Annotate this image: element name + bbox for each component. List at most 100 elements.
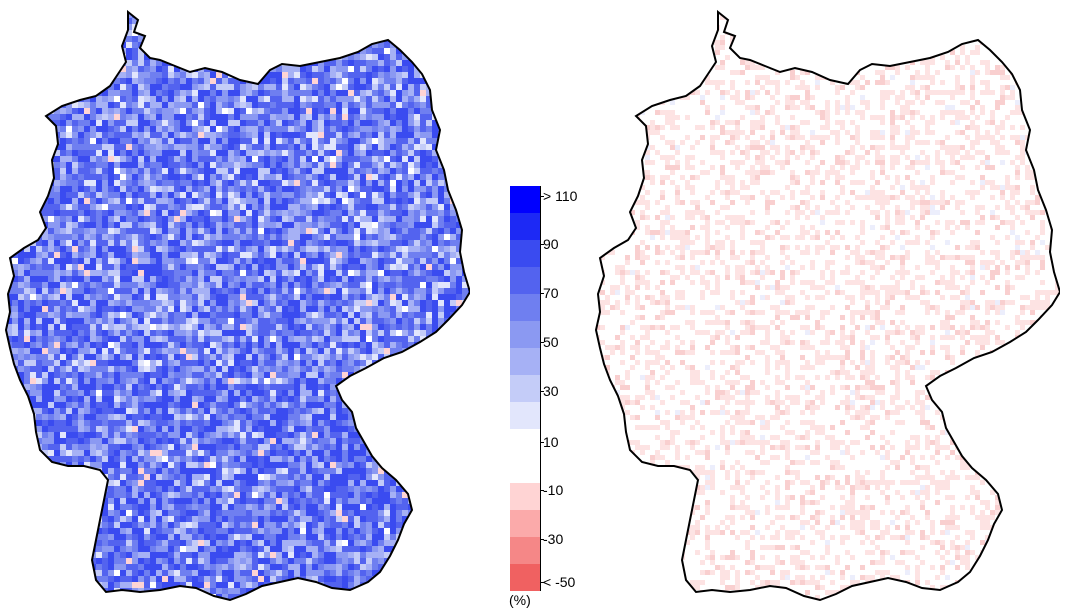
grid-cell [174,282,180,288]
grid-cell [102,300,108,306]
grid-cell [444,54,450,60]
grid-cell [282,36,288,42]
grid-cell [126,150,132,156]
grid-cell [330,204,336,210]
grid-cell [360,180,366,186]
grid-cell [72,228,78,234]
grid-cell [276,204,282,210]
grid-cell [192,270,198,276]
germany-map-left-svg [0,0,470,601]
grid-cell [48,48,54,54]
grid-cell [132,198,138,204]
grid-cell [54,300,60,306]
grid-cell [432,306,438,312]
grid-cell [150,0,156,6]
grid-cell [24,282,30,288]
grid-cell [456,60,462,66]
grid-cell [450,210,456,216]
grid-cell [210,300,216,306]
grid-cell [84,312,90,318]
grid-cell [96,246,102,252]
grid-cell [378,132,384,138]
grid-cell [132,6,138,12]
grid-cell [336,132,342,138]
grid-cell [258,174,264,180]
grid-cell [288,354,294,360]
grid-cell [156,252,162,258]
grid-cell [462,204,468,210]
grid-cell [402,18,408,24]
grid-cell [450,306,456,312]
grid-cell [372,222,378,228]
grid-cell [120,18,126,24]
grid-cell [330,84,336,90]
grid-cell [102,192,108,198]
grid-cell [72,36,78,42]
grid-cell [456,72,462,78]
grid-cell [450,180,456,186]
grid-cell [174,306,180,312]
grid-cell [246,324,252,330]
grid-cell [318,264,324,270]
grid-cell [90,84,96,90]
grid-cell [96,312,102,318]
grid-cell [210,222,216,228]
grid-cell [132,324,138,330]
grid-cell [372,186,378,192]
grid-cell [390,186,396,192]
grid-cell [246,372,252,378]
grid-cell [66,246,72,252]
grid-cell [288,288,294,294]
grid-cell [204,0,210,6]
grid-cell [60,354,66,360]
grid-cell [276,324,282,330]
grid-cell [216,330,222,336]
grid-cell [186,198,192,204]
grid-cell [330,180,336,186]
grid-cell [150,66,156,72]
grid-cell [180,36,186,42]
grid-cell [270,36,276,42]
grid-cell [90,12,96,18]
grid-cell [420,348,426,354]
grid-cell [438,294,444,300]
grid-cell [216,228,222,234]
grid-cell [282,114,288,120]
grid-cell [30,180,36,186]
grid-cell [36,54,42,60]
grid-cell [114,318,120,324]
grid-cell [108,204,114,210]
grid-cell [210,126,216,132]
grid-cell [402,120,408,126]
grid-cell [438,108,444,114]
grid-cell [408,66,414,72]
grid-cell [144,288,150,294]
grid-cell [120,306,126,312]
grid-cell [90,192,96,198]
grid-cell [330,360,336,366]
grid-cell [234,54,240,60]
grid-cell [54,156,60,162]
grid-cell [234,318,240,324]
grid-cell [114,30,120,36]
grid-cell [264,84,270,90]
grid-cell [18,270,24,276]
grid-cell [408,330,414,336]
grid-cell [336,36,342,42]
grid-cell [462,132,468,138]
grid-cell [258,30,264,36]
grid-cell [102,168,108,174]
grid-cell [276,12,282,18]
grid-cell [252,330,258,336]
grid-cell [420,300,426,306]
grid-cell [246,186,252,192]
grid-cell [216,48,222,54]
grid-cell [438,240,444,246]
grid-cell [84,72,90,78]
grid-cell [12,78,18,84]
grid-cell [24,168,30,174]
grid-cell [0,0,6,6]
grid-cell [120,318,126,324]
grid-cell [228,174,234,180]
grid-cell [252,12,258,18]
